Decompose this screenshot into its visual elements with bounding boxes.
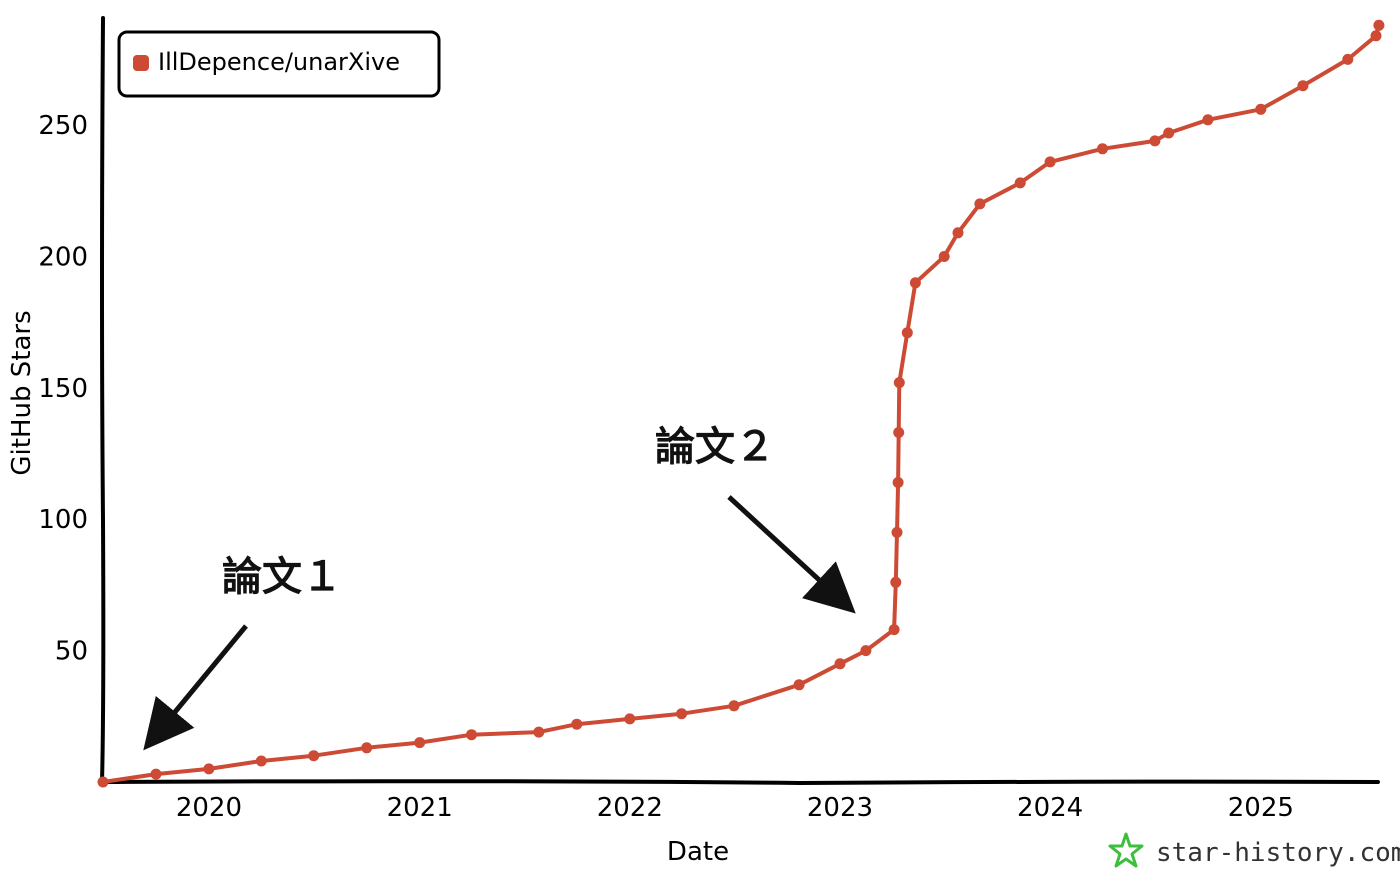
series-point [466, 729, 477, 741]
series-point [255, 755, 267, 767]
y-axis-title: GitHub Stars [7, 310, 37, 475]
x-tick-label: 2022 [597, 793, 663, 823]
series-point [888, 624, 900, 636]
series-point [901, 327, 913, 339]
series-point [952, 227, 964, 239]
series-point [1014, 177, 1026, 189]
series-point [1149, 135, 1161, 147]
series-point [893, 427, 905, 438]
series-point [571, 718, 583, 730]
annotation-arrow-1 [143, 624, 248, 751]
series-point [1163, 127, 1175, 139]
y-axis-line [100, 16, 106, 785]
series-point [414, 737, 426, 749]
x-tick-label: 2023 [807, 793, 873, 823]
series-point [203, 763, 215, 775]
x-axis-title: Date [667, 837, 729, 867]
series-point [150, 768, 162, 780]
series-point [1373, 19, 1385, 31]
series-point [909, 277, 921, 289]
series-point [834, 658, 846, 670]
series-point [533, 726, 545, 738]
legend-box [117, 30, 441, 98]
x-tick-label: 2020 [176, 793, 242, 823]
series-point [1255, 103, 1267, 115]
x-tick-label: 2021 [387, 793, 453, 823]
x-axis-line [98, 779, 1380, 786]
series-point [1097, 143, 1108, 155]
legend-swatch [133, 55, 149, 71]
series-point [892, 477, 904, 488]
y-tick-label: 200 [38, 242, 88, 272]
series-point [890, 576, 902, 588]
annotation-paper-2: 論文２ [655, 424, 775, 470]
legend-label: IllDepence/unarXive [158, 48, 400, 76]
series-point [1342, 53, 1354, 65]
series-point [793, 679, 805, 691]
series-point [361, 742, 373, 754]
series-line [101, 23, 1381, 784]
y-tick-label: 50 [55, 637, 88, 667]
axes [98, 16, 1380, 786]
x-tick-label: 2025 [1228, 793, 1294, 823]
series-point [1370, 30, 1382, 42]
series-point [676, 708, 688, 720]
series-point [1297, 80, 1309, 92]
y-tick-label: 150 [38, 374, 88, 404]
annotations: 論文１ 論文２ [143, 424, 856, 751]
series-point [1044, 156, 1056, 168]
x-ticks: 2020 2021 2022 2023 2024 2025 [176, 793, 1294, 823]
series-point [860, 645, 872, 657]
series-points [97, 19, 1385, 788]
legend: IllDepence/unarXive [117, 30, 441, 98]
series-point [1202, 114, 1214, 126]
y-tick-label: 100 [38, 505, 88, 535]
series-point [893, 377, 905, 389]
watermark: star-history.com [1108, 832, 1400, 868]
y-ticks: 50 100 150 200 250 [38, 111, 88, 667]
x-tick-label: 2024 [1017, 793, 1083, 823]
series-point [974, 198, 986, 210]
annotation-paper-1: 論文１ [222, 554, 342, 600]
series-point [938, 251, 950, 262]
y-tick-label: 250 [38, 111, 88, 141]
series-point [97, 776, 109, 788]
watermark-text: star-history.com [1156, 838, 1400, 868]
series-point [624, 713, 636, 725]
star-history-logo-icon [1108, 832, 1144, 868]
annotation-arrow-2 [727, 495, 856, 614]
series-point [308, 750, 320, 762]
series-point [728, 700, 740, 712]
series-point [891, 526, 903, 538]
